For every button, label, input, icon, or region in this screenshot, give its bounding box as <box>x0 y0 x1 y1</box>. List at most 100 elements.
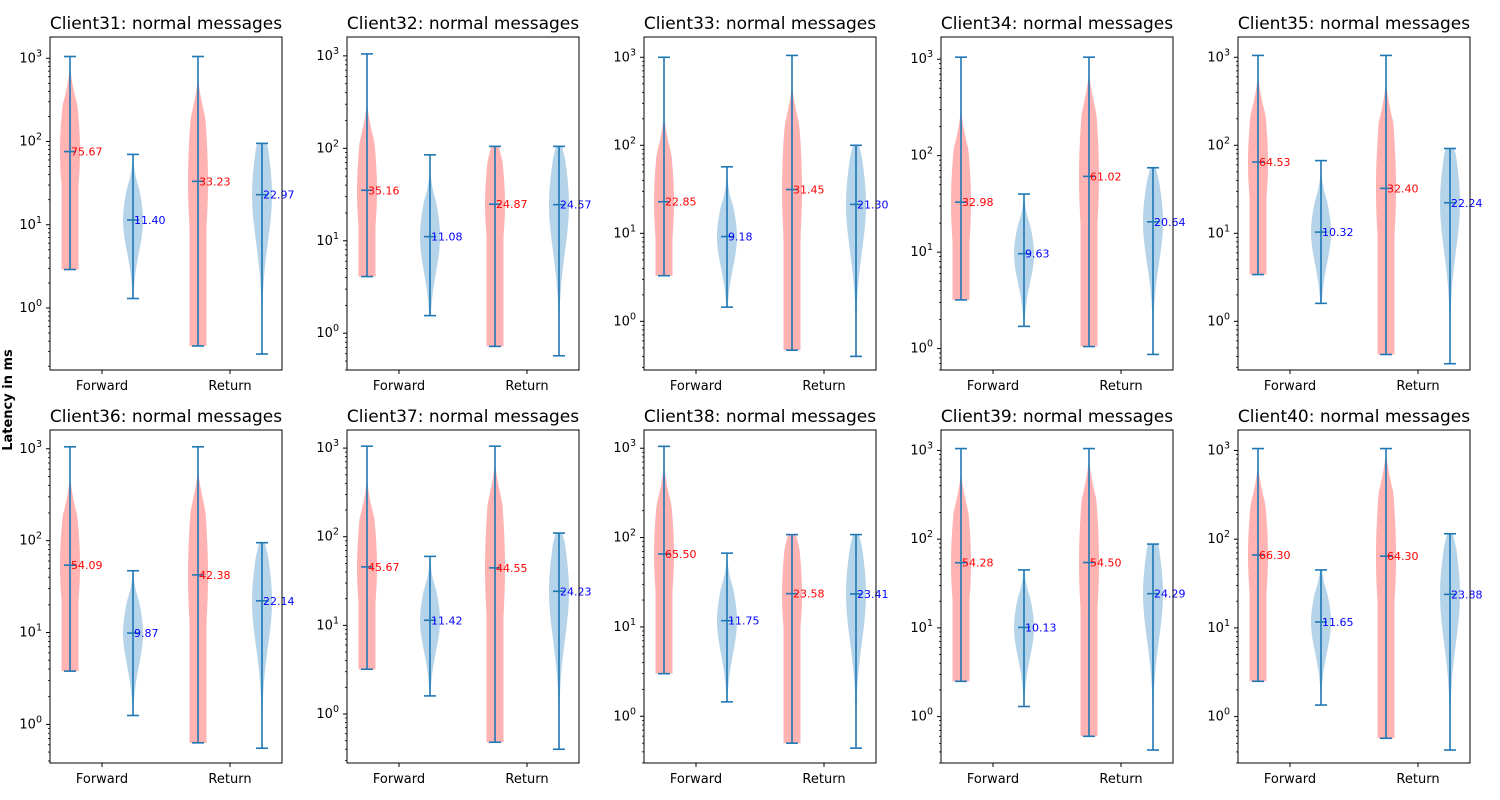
chart-panel: Client38: normal messages 100 101 102 103 For… <box>613 407 888 787</box>
chart-panel: Client31: normal messages 100 101 102 103 For… <box>19 14 294 394</box>
chart-panel: Client35: normal messages 100 101 102 103 For… <box>1207 14 1482 394</box>
x-tick-label: Forward <box>967 772 1019 787</box>
y-tick-label: 102 <box>613 528 636 546</box>
x-tick-label: Forward <box>967 379 1019 394</box>
x-tick-label: Forward <box>76 772 128 787</box>
median-value-label: 11.08 <box>431 231 463 244</box>
x-tick-label: Return <box>505 772 548 787</box>
y-tick-label: 100 <box>316 323 339 341</box>
y-tick-label: 103 <box>19 48 42 66</box>
median-value-label: 42.38 <box>199 569 231 582</box>
y-tick-label: 103 <box>316 438 339 456</box>
median-value-label: 22.14 <box>263 595 295 608</box>
y-tick-label: 100 <box>910 339 933 357</box>
plot-frame <box>346 429 580 764</box>
median-value-label: 22.24 <box>1451 197 1483 210</box>
y-tick-label: 103 <box>613 438 636 456</box>
median-value-label: 23.58 <box>793 588 825 601</box>
chart-title: Client40: normal messages <box>1238 407 1470 427</box>
median-value-label: 44.55 <box>496 562 528 575</box>
median-value-label: 66.30 <box>1259 549 1291 562</box>
median-value-label: 24.57 <box>560 199 592 212</box>
y-tick-label: 102 <box>316 138 339 156</box>
median-value-label: 64.30 <box>1387 550 1419 563</box>
y-tick-label: 100 <box>316 704 339 722</box>
x-tick-label: Return <box>208 772 251 787</box>
median-value-label: 9.18 <box>728 231 753 244</box>
median-value-label: 33.23 <box>199 175 231 188</box>
x-tick-label: Forward <box>373 379 425 394</box>
y-tick-label: 102 <box>613 135 636 153</box>
x-tick-label: Forward <box>1264 772 1316 787</box>
y-tick-label: 101 <box>19 623 42 641</box>
y-tick-label: 103 <box>613 47 636 65</box>
y-tick-label: 101 <box>19 215 42 233</box>
median-value-label: 24.29 <box>1154 588 1186 601</box>
median-value-label: 54.09 <box>71 559 103 572</box>
plot-frame <box>643 429 877 764</box>
median-value-label: 11.65 <box>1322 616 1354 629</box>
x-tick-label: Return <box>802 772 845 787</box>
median-value-label: 9.87 <box>134 627 159 640</box>
chart-title: Client36: normal messages <box>50 407 282 427</box>
median-value-label: 31.45 <box>793 184 825 197</box>
plot-frame <box>940 429 1174 764</box>
median-value-label: 24.23 <box>560 585 592 598</box>
median-value-label: 22.97 <box>263 189 295 202</box>
x-tick-label: Return <box>505 379 548 394</box>
y-tick-label: 101 <box>613 223 636 241</box>
y-tick-label: 101 <box>1207 618 1230 636</box>
chart-title: Client31: normal messages <box>50 14 282 34</box>
median-value-label: 64.53 <box>1259 156 1291 169</box>
x-tick-label: Return <box>1099 379 1142 394</box>
x-tick-label: Forward <box>670 379 722 394</box>
y-tick-label: 100 <box>19 714 42 732</box>
plot-frame <box>346 36 580 371</box>
median-value-label: 10.32 <box>1322 226 1354 239</box>
chart-title: Client38: normal messages <box>644 407 876 427</box>
y-tick-label: 103 <box>1207 440 1230 458</box>
chart-panel: Client37: normal messages 100 101 102 103 For… <box>316 407 591 787</box>
y-tick-label: 100 <box>613 311 636 329</box>
y-tick-label: 101 <box>910 242 933 260</box>
plot-frame <box>1237 36 1471 371</box>
y-tick-label: 103 <box>910 49 933 67</box>
y-tick-label: 102 <box>910 146 933 164</box>
y-tick-label: 102 <box>316 527 339 545</box>
median-value-label: 23.88 <box>1451 588 1483 601</box>
median-value-label: 65.50 <box>665 548 697 561</box>
median-value-label: 11.75 <box>728 615 760 628</box>
chart-panel: Client34: normal messages 100 101 102 103 For… <box>910 14 1185 394</box>
chart-panel: Client32: normal messages 100 101 102 103 For… <box>316 14 591 394</box>
median-value-label: 75.67 <box>71 146 103 159</box>
y-tick-label: 103 <box>316 46 339 64</box>
chart-panel: Client33: normal messages 100 101 102 103 For… <box>613 14 888 394</box>
median-value-label: 35.16 <box>368 184 400 197</box>
median-value-label: 61.02 <box>1090 170 1122 183</box>
plot-frame <box>1237 429 1471 764</box>
y-tick-label: 100 <box>613 706 636 724</box>
median-value-label: 10.13 <box>1025 621 1057 634</box>
x-tick-label: Forward <box>670 772 722 787</box>
y-tick-label: 101 <box>316 615 339 633</box>
chart-title: Client34: normal messages <box>941 14 1173 34</box>
median-value-label: 45.67 <box>368 561 400 574</box>
chart-title: Client39: normal messages <box>941 407 1173 427</box>
x-tick-label: Forward <box>373 772 425 787</box>
median-value-label: 22.85 <box>665 196 697 209</box>
y-tick-label: 102 <box>910 529 933 547</box>
median-value-label: 32.98 <box>962 196 994 209</box>
median-value-label: 11.40 <box>134 214 166 227</box>
y-tick-label: 103 <box>910 440 933 458</box>
plot-frame <box>643 36 877 371</box>
y-tick-label: 100 <box>19 298 42 316</box>
chart-title: Client32: normal messages <box>347 14 579 34</box>
y-tick-label: 102 <box>19 132 42 150</box>
median-value-label: 54.50 <box>1090 557 1122 570</box>
chart-panel: Client39: normal messages 100 101 102 103 For… <box>910 407 1185 787</box>
y-tick-label: 102 <box>19 531 42 549</box>
x-tick-label: Return <box>208 379 251 394</box>
plot-frame <box>940 36 1174 371</box>
median-value-label: 11.42 <box>431 614 463 627</box>
